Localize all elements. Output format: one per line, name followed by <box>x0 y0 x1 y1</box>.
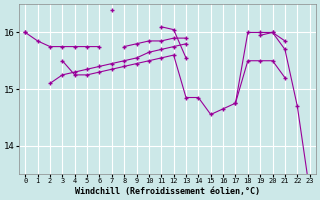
X-axis label: Windchill (Refroidissement éolien,°C): Windchill (Refroidissement éolien,°C) <box>75 187 260 196</box>
